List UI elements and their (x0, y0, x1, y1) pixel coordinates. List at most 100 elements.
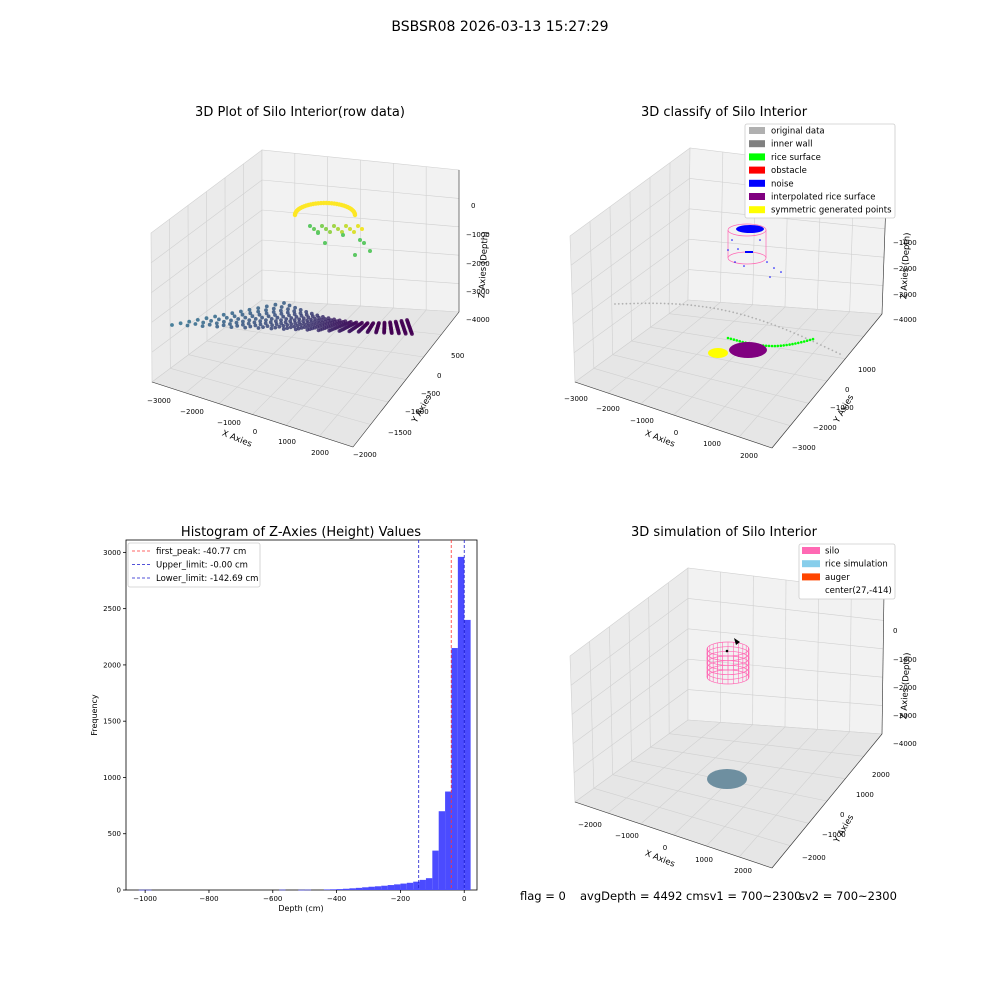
classify-original-point (717, 308, 719, 310)
raw-point (248, 311, 253, 316)
raw-point (279, 305, 284, 309)
simulation-rice-disk (707, 769, 747, 789)
classify-original-point (629, 302, 632, 305)
raw-xtick: −1000 (217, 419, 241, 427)
hist-ytick-label: 500 (108, 830, 121, 838)
simulation-grid-y (609, 626, 613, 775)
simulation-grid-x (849, 587, 852, 732)
raw-xtick: 0 (253, 428, 257, 436)
raw-ytick: −1500 (388, 429, 412, 437)
classify-original-point (839, 353, 841, 355)
classify-xtick: −2000 (596, 405, 620, 413)
panel-classify-3d: 3D classify of Silo Interior −3000−2000−… (564, 105, 917, 460)
hist-xtick-label: −1000 (133, 895, 157, 903)
classify-grid-y (609, 206, 613, 355)
classify-noise-point (769, 276, 771, 278)
classify-ytick: 0 (845, 386, 849, 394)
simulation-grid-y (648, 597, 651, 748)
raw-point (305, 318, 309, 323)
classify-ztick: −1000 (893, 239, 917, 247)
raw-point (256, 309, 261, 314)
classify-original-point (812, 340, 815, 343)
classify-grid-y (668, 162, 671, 314)
simulation-grid-y (612, 774, 809, 824)
classify-original-point (804, 337, 807, 339)
raw-point (352, 212, 358, 218)
raw-point (230, 311, 235, 316)
raw-point (281, 323, 286, 328)
hist-ytick-label: 1000 (103, 774, 121, 782)
raw-point (263, 321, 268, 326)
raw-title: 3D Plot of Silo Interior(row data) (195, 105, 405, 120)
classify-original-point (820, 344, 822, 346)
classify-original-point (648, 302, 651, 305)
raw-point (266, 314, 271, 319)
classify-rice-point (782, 344, 785, 347)
raw-point (309, 311, 314, 316)
raw-point (274, 322, 279, 326)
simulation-grid-y (628, 611, 632, 762)
raw-point (320, 224, 324, 228)
raw-grid-y (187, 205, 189, 355)
classify-noise-point (727, 249, 729, 251)
classify-title: 3D classify of Silo Interior (641, 105, 808, 120)
simulation-grid-x (752, 575, 754, 725)
classify-grid-y (629, 191, 632, 342)
classify-original-point (732, 311, 735, 314)
simulation-silo-ring (706, 660, 750, 676)
hist-bar (374, 886, 382, 890)
raw-point (187, 319, 192, 324)
raw-point (341, 233, 345, 237)
simulation-xtick: 1000 (695, 856, 713, 864)
simulation-title: 3D simulation of Silo Interior (631, 525, 818, 540)
raw-point (234, 320, 239, 325)
classify-original-point (675, 303, 677, 305)
raw-point (328, 230, 332, 234)
raw-y-axis-line (352, 311, 460, 448)
classify-original-point (770, 323, 773, 325)
classify-original-point (759, 319, 761, 321)
hist-bar (330, 889, 337, 890)
classify-original-point (705, 306, 708, 308)
raw-point (312, 227, 316, 231)
hist-title: Histogram of Z-Axies (Height) Values (181, 525, 421, 540)
simulation-legend-label: silo (825, 547, 839, 557)
raw-point (185, 323, 190, 328)
panel-histogram: Histogram of Z-Axies (Height) Values −10… (90, 525, 478, 913)
classify-xtick: 2000 (740, 452, 758, 460)
classify-grid-z (571, 208, 886, 295)
hist-bar (400, 883, 407, 890)
hist-bar (381, 885, 388, 890)
raw-point (256, 326, 261, 330)
raw-point (282, 301, 286, 305)
simulation-ztick: −3000 (893, 712, 917, 720)
hist-ytick-label: 1500 (103, 718, 121, 726)
raw-point (258, 319, 263, 324)
simulation-grid-z (570, 598, 884, 686)
hist-bar (145, 889, 152, 891)
raw-point (298, 311, 303, 315)
raw-point (371, 321, 376, 325)
classify-rice-point (770, 344, 774, 348)
raw-point (269, 317, 274, 321)
raw-point (258, 322, 263, 327)
raw-ztick: −2000 (466, 260, 490, 268)
raw-point (240, 312, 245, 317)
raw-grid-y (206, 340, 407, 380)
classify-noise-cluster (745, 251, 753, 253)
classify-rice-point (779, 344, 783, 348)
classify-xtick: 1000 (703, 440, 721, 448)
raw-point (170, 323, 174, 327)
classify-rice-point (729, 337, 733, 341)
classify-rice-point (802, 340, 806, 343)
simulation-silo-ring (706, 669, 750, 685)
raw-point (279, 308, 283, 313)
simulation-ztick: 0 (893, 627, 897, 635)
hist-xlabel: Depth (cm) (278, 904, 323, 913)
classify-grid-y (593, 368, 791, 426)
simulation-grid-y (668, 582, 670, 734)
raw-point (299, 326, 304, 330)
raw-point (329, 318, 333, 323)
simulation-silo-ring (706, 664, 750, 680)
classify-rice-point (785, 343, 788, 347)
